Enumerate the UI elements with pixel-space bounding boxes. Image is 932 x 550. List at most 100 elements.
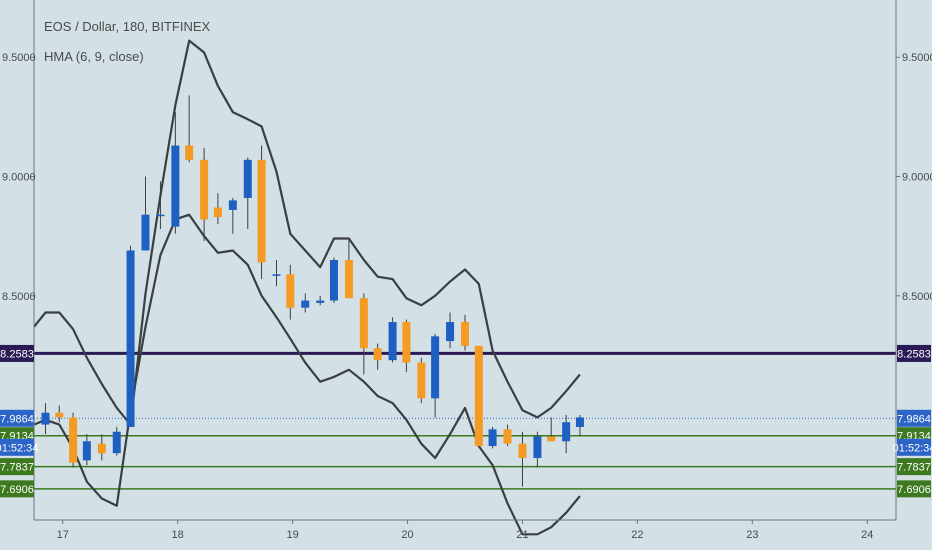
candle-body [243, 159, 252, 198]
up-candle [272, 260, 281, 287]
down-candle [402, 319, 411, 373]
countdown-tag-right-bg [897, 438, 931, 456]
level-lines [34, 351, 896, 490]
candle-body [533, 436, 542, 458]
down-candle [257, 145, 266, 280]
candle-body [431, 336, 440, 399]
y-tick-label-right: 9.5000 [902, 52, 932, 64]
resistance-price-tag-left-text: 8.2583 [0, 348, 34, 360]
candle-body [185, 145, 194, 160]
down-candle [69, 412, 78, 468]
up-candle [243, 157, 252, 229]
candle-body [200, 159, 209, 220]
resistance-price-tag-right: 8.2583 [897, 344, 931, 362]
down-candle [461, 314, 469, 351]
down-candle [200, 147, 209, 241]
candle-body [257, 159, 266, 263]
support-price-tag-left-bg [0, 458, 34, 476]
support-price-tag-left-text: 7.7837 [0, 462, 34, 474]
countdown-tag-left-text: 01:52:34 [0, 442, 38, 454]
up-candle [112, 426, 121, 456]
candle-body [402, 322, 411, 363]
countdown-tag-right: 01:52:34 [893, 438, 932, 456]
candle-body [126, 250, 135, 427]
y-tick-label-left: 9.5000 [2, 52, 36, 64]
y-tick-label-right: 8.5000 [902, 291, 932, 303]
candle-body [112, 431, 121, 454]
current-price-tag-left-bg [0, 409, 34, 427]
lower-band-line [33, 213, 581, 536]
up-candle [388, 317, 397, 363]
up-candle [126, 245, 135, 427]
support-price-tag-right: 7.6906 [897, 480, 931, 498]
support-price-tag-right-text: 7.7837 [897, 462, 931, 474]
down-candle [503, 424, 512, 447]
up-candle [488, 426, 497, 449]
candle-body [41, 412, 50, 425]
down-candle [417, 357, 426, 404]
up-candle [316, 295, 325, 306]
up-candle [575, 415, 584, 437]
x-tick-label: 21 [516, 529, 528, 541]
x-tick-label: 17 [57, 529, 69, 541]
symbol-title[interactable]: EOS / Dollar, 180, BITFINEX [44, 19, 210, 34]
current-price-tag-right-bg [897, 409, 931, 427]
candle-body [373, 348, 382, 361]
x-tick-label: 20 [401, 529, 413, 541]
resistance-price-tag-left: 8.2583 [0, 344, 34, 362]
down-candle [55, 405, 64, 423]
indicator-label[interactable]: HMA (6, 9, close) [44, 49, 144, 64]
countdown-tag-right-text: 01:52:34 [893, 442, 932, 454]
resistance-price-tag-right-bg [897, 344, 931, 362]
down-candle [97, 434, 106, 461]
countdown-tag-left-bg [0, 438, 34, 456]
support-price-tag-left-bg [0, 480, 34, 498]
down-candle [213, 193, 222, 225]
upper-band-line [33, 39, 581, 426]
candle-body [156, 214, 165, 217]
candle-body [446, 322, 455, 342]
candle-body [141, 214, 150, 251]
candle-body [575, 417, 584, 427]
candle-body [388, 322, 397, 361]
support-price-tag-right: 7.7837 [897, 458, 931, 476]
up-candle [533, 431, 542, 468]
down-candle [518, 431, 527, 487]
current-price-tag-right: 7.9864 [897, 409, 931, 427]
y-tick-label-right: 9.0000 [902, 172, 932, 184]
x-tick-label: 22 [631, 529, 643, 541]
y-tick-label-left: 8.5000 [2, 291, 36, 303]
up-candle [431, 333, 440, 418]
support-price-tag-right-text: 7.6906 [897, 484, 931, 496]
down-candle [185, 95, 194, 163]
candle-body [97, 443, 106, 454]
resistance-price-tag-right-text: 8.2583 [897, 348, 931, 360]
candle-body [461, 322, 469, 346]
candle-body [55, 412, 64, 418]
support-price-tag-left-text: 7.6906 [0, 484, 34, 496]
candle-body [417, 362, 426, 399]
candle-body [547, 436, 556, 442]
down-candle [344, 238, 353, 299]
down-candle [373, 343, 382, 370]
candles [41, 95, 584, 487]
candle-body [344, 260, 353, 299]
candle-body [272, 274, 281, 276]
candle-body [228, 200, 237, 210]
up-candle [301, 293, 310, 313]
candle-body [286, 274, 295, 308]
candle-body [171, 145, 180, 227]
candle-body [316, 300, 325, 303]
x-tick-label: 18 [172, 529, 184, 541]
down-candle [286, 264, 295, 320]
support-price-tag-right-bg [897, 480, 931, 498]
support-price-tag-right-bg [897, 458, 931, 476]
candle-body [69, 417, 78, 463]
up-candle [228, 197, 237, 234]
support-price-tag-left: 7.7837 [0, 458, 34, 476]
down-candle [547, 417, 556, 442]
candle-body [562, 422, 571, 442]
